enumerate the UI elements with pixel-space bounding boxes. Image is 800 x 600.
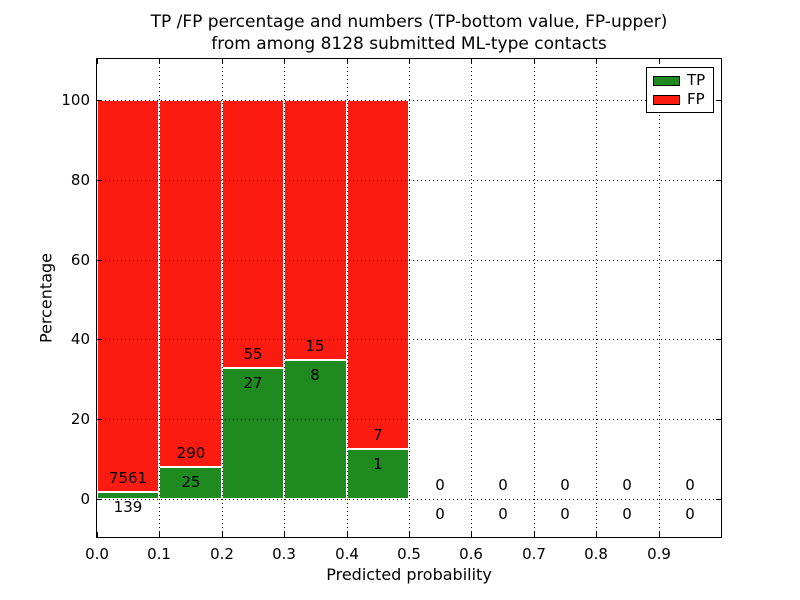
- x-tick-mark: [471, 532, 472, 537]
- x-tick-label: 0.3: [272, 545, 296, 563]
- fp-count-label: 15: [305, 337, 325, 355]
- legend: TP FP: [646, 67, 714, 113]
- chart-title-line1: TP /FP percentage and numbers (TP-bottom…: [150, 12, 668, 32]
- tp-count-label: 8: [310, 366, 320, 384]
- x-tick-mark: [596, 532, 597, 537]
- x-tick-label: 0.4: [335, 545, 359, 563]
- bar-fp-segment: [284, 100, 347, 361]
- gridline-vertical: [159, 59, 160, 537]
- y-tick-label: 100: [61, 91, 90, 109]
- fp-count-label: 0: [435, 476, 445, 494]
- bar-tp-segment: [97, 491, 159, 499]
- y-tick-mark: [97, 260, 102, 261]
- x-tick-mark: [534, 532, 535, 537]
- x-tick-label: 0.1: [147, 545, 171, 563]
- y-axis-label: Percentage: [36, 252, 56, 344]
- x-tick-label: 0.9: [647, 545, 671, 563]
- x-tick-mark-top: [284, 59, 285, 64]
- gridline-vertical: [659, 59, 660, 537]
- x-tick-label: 0.5: [397, 545, 421, 563]
- y-tick-mark-right: [716, 100, 721, 101]
- y-tick-mark-right: [716, 339, 721, 340]
- bar-fp-segment: [97, 100, 159, 492]
- fp-count-label: 0: [622, 476, 632, 494]
- x-tick-mark: [347, 532, 348, 537]
- x-tick-label: 0.2: [210, 545, 234, 563]
- tp-count-label: 27: [243, 374, 263, 392]
- y-tick-label: 20: [70, 410, 90, 428]
- x-tick-mark-top: [409, 59, 410, 64]
- bar-tp-segment: [284, 360, 347, 499]
- chart-title-line2: from among 8128 submitted ML-type contac…: [211, 34, 607, 54]
- fp-count-label: 290: [176, 444, 206, 462]
- x-tick-mark-top: [471, 59, 472, 64]
- tp-count-label: 25: [181, 473, 201, 491]
- fp-count-label: 0: [685, 476, 695, 494]
- tp-count-label: 0: [685, 505, 695, 523]
- x-tick-label: 0.8: [584, 545, 608, 563]
- fp-count-label: 7561: [108, 469, 148, 487]
- x-tick-mark-top: [347, 59, 348, 64]
- y-tick-mark: [97, 499, 102, 500]
- gridline-vertical: [534, 59, 535, 537]
- y-tick-mark: [97, 339, 102, 340]
- tp-count-label: 0: [560, 505, 570, 523]
- x-tick-mark-top: [222, 59, 223, 64]
- x-tick-mark-top: [534, 59, 535, 64]
- x-tick-mark: [222, 532, 223, 537]
- fp-count-label: 0: [498, 476, 508, 494]
- x-tick-mark: [97, 532, 98, 537]
- gridline-vertical: [471, 59, 472, 537]
- bar-fp-segment: [347, 100, 409, 450]
- x-tick-mark-top: [97, 59, 98, 64]
- y-tick-label: 60: [70, 251, 90, 269]
- tp-count-label: 0: [435, 505, 445, 523]
- x-tick-mark: [284, 532, 285, 537]
- x-tick-mark: [159, 532, 160, 537]
- y-tick-mark-right: [716, 499, 721, 500]
- x-tick-mark: [659, 532, 660, 537]
- legend-row: FP: [653, 92, 707, 107]
- gridline-vertical: [347, 59, 348, 537]
- legend-label-fp: FP: [687, 90, 705, 108]
- y-tick-label: 0: [80, 490, 90, 508]
- x-tick-label: 0.6: [459, 545, 483, 563]
- x-tick-mark-top: [659, 59, 660, 64]
- y-tick-mark-right: [716, 180, 721, 181]
- y-tick-mark: [97, 419, 102, 420]
- tp-count-label: 1: [373, 455, 383, 473]
- y-tick-mark: [97, 180, 102, 181]
- gridline-vertical: [409, 59, 410, 537]
- fp-count-label: 0: [560, 476, 570, 494]
- y-tick-mark-right: [716, 419, 721, 420]
- gridline-vertical: [222, 59, 223, 537]
- bar-fp-segment: [159, 100, 222, 468]
- y-tick-label: 80: [70, 171, 90, 189]
- bar-fp-segment: [222, 100, 284, 368]
- gridline-vertical: [596, 59, 597, 537]
- x-tick-mark: [409, 532, 410, 537]
- legend-row: TP: [653, 73, 707, 88]
- legend-label-tp: TP: [687, 71, 706, 89]
- fp-count-label: 7: [373, 426, 383, 444]
- x-tick-mark-top: [159, 59, 160, 64]
- bar-tp-segment: [159, 467, 222, 499]
- tp-count-label: 0: [498, 505, 508, 523]
- x-tick-label: 0.7: [522, 545, 546, 563]
- legend-swatch-fp: [653, 94, 680, 105]
- tp-count-label: 139: [113, 498, 143, 516]
- x-tick-mark-top: [596, 59, 597, 64]
- y-tick-label: 40: [70, 330, 90, 348]
- bar-tp-segment: [347, 449, 409, 499]
- y-tick-mark-right: [716, 260, 721, 261]
- gridline-vertical: [284, 59, 285, 537]
- x-axis-label: Predicted probability: [326, 565, 492, 584]
- legend-swatch-tp: [653, 75, 680, 86]
- fp-count-label: 55: [243, 345, 263, 363]
- y-tick-mark: [97, 100, 102, 101]
- tp-count-label: 0: [622, 505, 632, 523]
- x-tick-label: 0.0: [85, 545, 109, 563]
